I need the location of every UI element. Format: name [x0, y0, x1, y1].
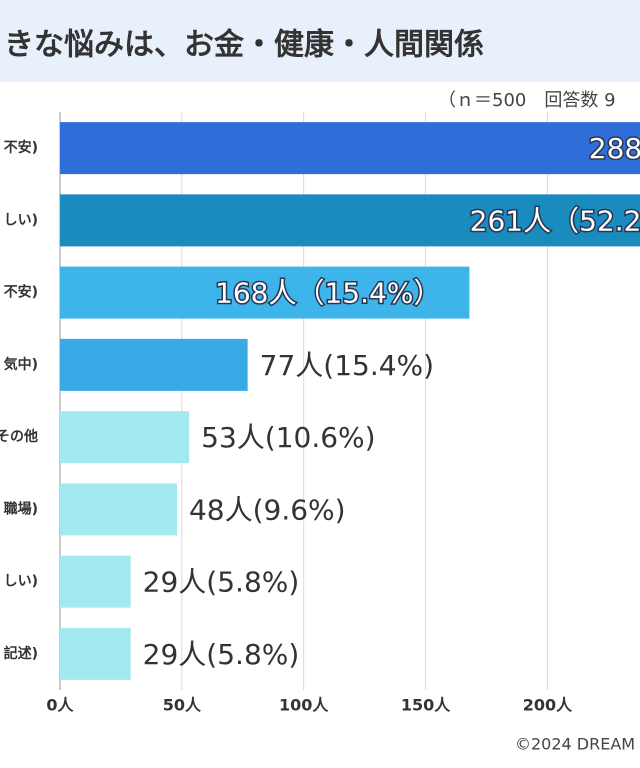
value-label: 261人（52.2%: [470, 204, 640, 237]
value-label: 29人(5.8%): [143, 638, 300, 671]
value-label: 29人(5.8%): [143, 566, 300, 599]
bar: [60, 266, 470, 319]
y-tick-label: しい): [4, 212, 38, 228]
bar: [60, 338, 248, 391]
value-label: 168人（15.4%）: [215, 277, 441, 310]
y-tick-label: 記述): [4, 645, 38, 662]
x-tick-label: 50人: [163, 696, 202, 715]
bar: [60, 411, 190, 464]
x-tick-label: 200人: [523, 696, 573, 715]
x-tick-label: 150人: [401, 696, 451, 715]
y-tick-label: 不安): [4, 284, 38, 301]
bar: [60, 483, 177, 536]
bar: [60, 627, 131, 680]
value-label: 53人(10.6%): [201, 421, 375, 454]
chart-title: きな悩みは、お金・健康・人間関係: [4, 28, 484, 63]
chart-subtitle: （ｎ＝500 回答数 9: [438, 90, 616, 111]
value-label: 77人(15.4%): [260, 349, 434, 382]
x-tick-label: 0人: [46, 696, 74, 715]
bar: [60, 555, 131, 608]
x-tick-label: 100人: [279, 696, 329, 715]
y-tick-label: しい): [4, 574, 38, 590]
value-label: 288人（57: [589, 132, 640, 165]
title-band: [0, 0, 640, 82]
value-label: 48人(9.6%): [189, 493, 346, 526]
y-tick-label: 職場): [4, 500, 38, 517]
y-tick-label: 気中): [4, 356, 38, 373]
bar: [60, 194, 640, 247]
y-tick-label: 不安): [4, 139, 38, 156]
y-tick-label: その他: [0, 428, 38, 445]
bar: [60, 122, 640, 175]
footer: ©2024 DREAM: [515, 735, 635, 754]
